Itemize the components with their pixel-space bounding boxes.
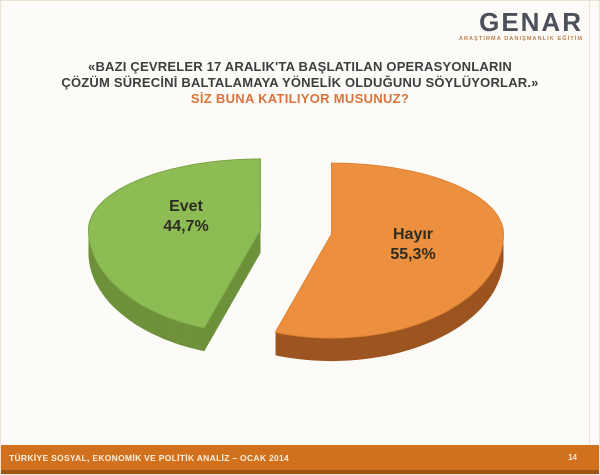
footer-bar-background: TÜRKİYE SOSYAL, EKONOMİK VE POLİTİK ANAL… (1, 445, 599, 470)
footer-bar: TÜRKİYE SOSYAL, EKONOMİK VE POLİTİK ANAL… (1, 445, 599, 474)
pie-chart (87, 158, 505, 362)
hayir-value: 55,3% (390, 246, 436, 263)
pie-label-evet: Evet 44,7% (116, 197, 256, 237)
evet-label: Evet (169, 198, 203, 215)
question-title-block: «BAZI ÇEVRELER 17 ARALIK'TA BAŞLATILAN O… (1, 59, 599, 107)
footer-title: TÜRKİYE SOSYAL, EKONOMİK VE POLİTİK ANAL… (9, 452, 290, 463)
hayir-label: Hayır (392, 226, 434, 243)
page-number: 14 (568, 453, 577, 462)
evet-value: 44,7% (163, 218, 209, 235)
question-line: SİZ BUNA KATILIYOR MUSUNUZ? (190, 91, 410, 106)
slide-border-line (589, 1, 590, 474)
quote-line-1: «BAZI ÇEVRELER 17 ARALIK'TA BAŞLATILAN O… (88, 59, 512, 74)
genar-logo-tagline: ARAŞTIRMA DANIŞMANLIK EĞİTİM (458, 36, 583, 42)
quote-line-2: ÇÖZÜM SÜRECİNİ BALTALAMAYA YÖNELİK OLDUĞ… (61, 75, 539, 90)
pie-slice-path (274, 162, 505, 339)
genar-logo-text: GENAR (479, 7, 583, 37)
genar-logo: GENAR ARAŞTIRMA DANIŞMANLIK EĞİTİM (459, 9, 583, 42)
footer-bar-shadow (1, 470, 599, 474)
pie-slice-path (87, 158, 262, 329)
pie-label-hayir: Hayır 55,3% (343, 225, 483, 265)
